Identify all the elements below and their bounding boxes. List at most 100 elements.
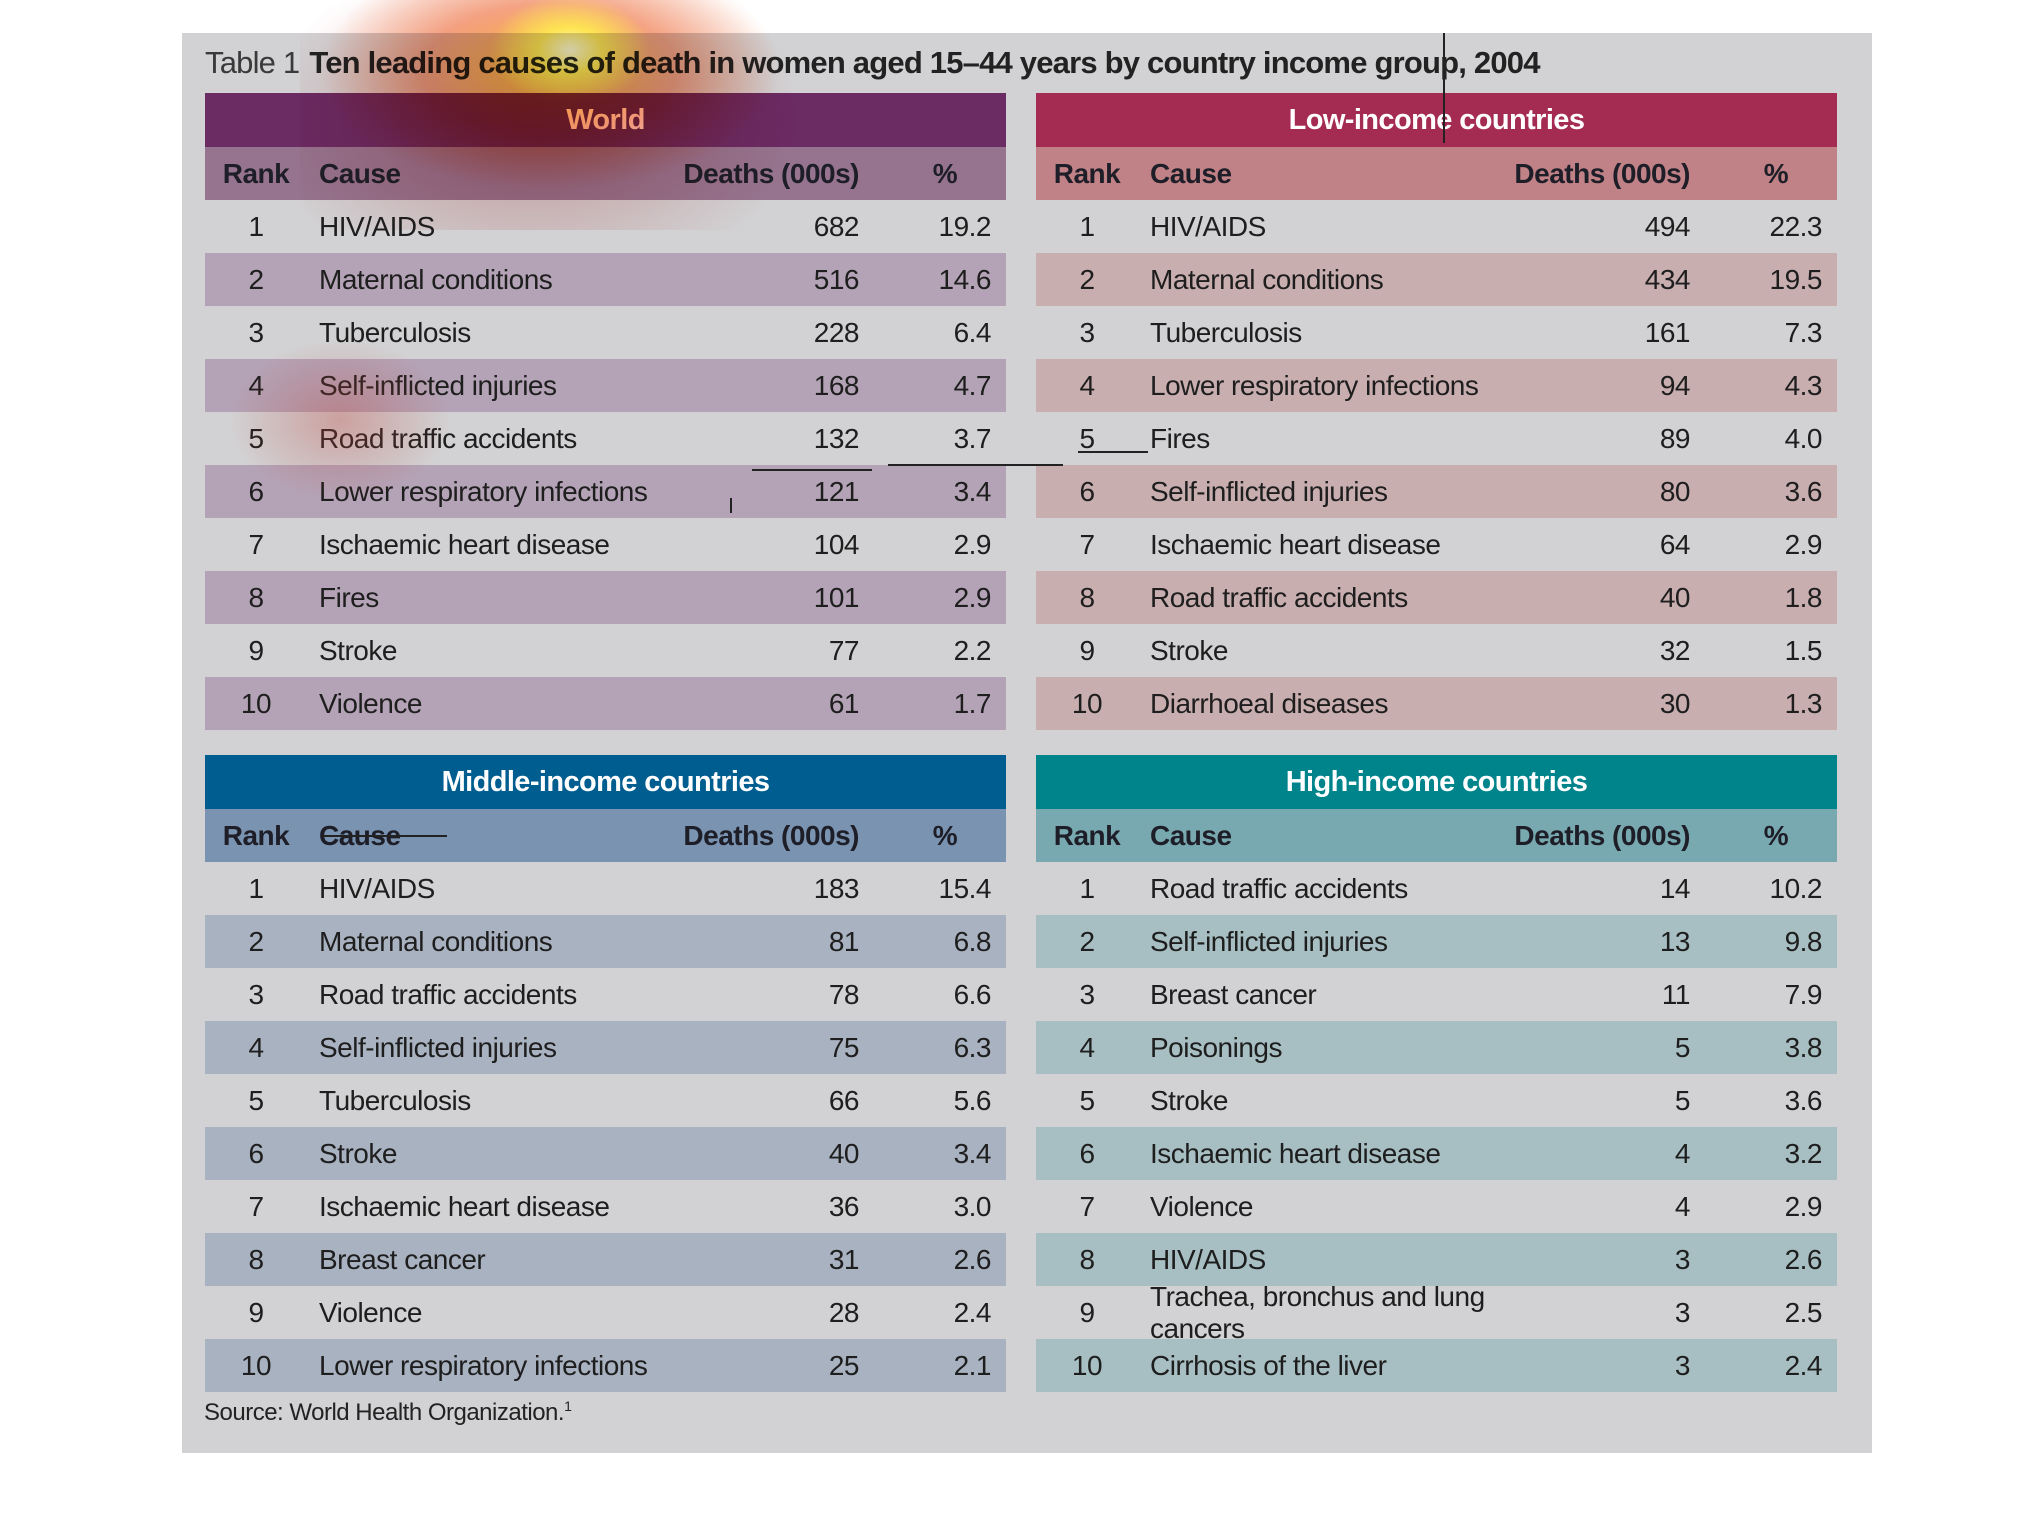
rank-cell: 5 bbox=[248, 422, 264, 454]
rank-cell: 4 bbox=[1079, 369, 1095, 401]
table-row: 1 HIV/AIDS 183 15.4 bbox=[205, 862, 1006, 915]
deaths-cell: 101 bbox=[813, 581, 860, 613]
cause-cell: Ischaemic heart disease bbox=[1150, 528, 1441, 560]
deaths-header: Deaths (000s) bbox=[683, 819, 859, 851]
deaths-cell: 36 bbox=[828, 1190, 860, 1222]
rank-cell: 7 bbox=[1079, 1190, 1095, 1222]
cause-cell: Self-inflicted injuries bbox=[1150, 925, 1388, 957]
rank-header: Rank bbox=[1053, 819, 1121, 851]
percent-cell: 15.4 bbox=[938, 872, 992, 904]
percent-cell: 2.9 bbox=[953, 581, 992, 613]
table-row: 5 Tuberculosis 66 5.6 bbox=[205, 1074, 1006, 1127]
table-caption: Ten leading causes of death in women age… bbox=[309, 45, 1540, 80]
column-header-row: Rank Cause Deaths (000s)% bbox=[205, 147, 1006, 200]
percent-cell: 1.7 bbox=[953, 687, 992, 719]
table-row: 1 HIV/AIDS 682 19.2 bbox=[205, 200, 1006, 253]
percent-cell: 3.7 bbox=[953, 422, 992, 454]
rank-cell: 8 bbox=[248, 581, 264, 613]
source-footnote: 1 bbox=[564, 1398, 572, 1414]
table-row: 6 Lower respiratory infections 121 3.4 bbox=[205, 465, 1006, 518]
deaths-cell: 40 bbox=[828, 1137, 860, 1169]
percent-cell: 3.8 bbox=[1784, 1031, 1823, 1063]
annotation-line bbox=[322, 835, 447, 837]
rank-cell: 9 bbox=[1079, 634, 1095, 666]
low-income-table: Low-income countries Rank Cause Deaths (000… bbox=[1036, 93, 1837, 730]
percent-cell: 1.5 bbox=[1784, 634, 1823, 666]
rank-cell: 9 bbox=[248, 1296, 264, 1328]
table-row: 1 HIV/AIDS 494 22.3 bbox=[1036, 200, 1837, 253]
rank-cell: 6 bbox=[248, 1137, 264, 1169]
percent-cell: 2.4 bbox=[1784, 1349, 1823, 1381]
percent-header: % bbox=[1763, 819, 1789, 851]
table-row: 2 Maternal conditions 516 14.6 bbox=[205, 253, 1006, 306]
deaths-cell: 168 bbox=[813, 369, 860, 401]
rank-cell: 1 bbox=[1079, 210, 1095, 242]
cause-cell: Violence bbox=[1150, 1190, 1253, 1222]
cause-cell: Road traffic accidents bbox=[1150, 581, 1408, 613]
table-row: 3 Road traffic accidents 78 6.6 bbox=[205, 968, 1006, 1021]
rank-header: Rank bbox=[222, 157, 290, 189]
deaths-cell: 64 bbox=[1659, 528, 1691, 560]
percent-cell: 6.3 bbox=[953, 1031, 992, 1063]
table-row: 9 Stroke 77 2.2 bbox=[205, 624, 1006, 677]
cause-cell: Self-inflicted injuries bbox=[319, 369, 557, 401]
table-row: 2 Maternal conditions 434 19.5 bbox=[1036, 253, 1837, 306]
deaths-cell: 40 bbox=[1659, 581, 1691, 613]
table-row: 2 Maternal conditions 81 6.8 bbox=[205, 915, 1006, 968]
cause-cell: Poisonings bbox=[1150, 1031, 1282, 1063]
cause-cell: Ischaemic heart disease bbox=[319, 528, 610, 560]
deaths-cell: 30 bbox=[1659, 687, 1691, 719]
deaths-cell: 5 bbox=[1674, 1084, 1691, 1116]
percent-cell: 2.4 bbox=[953, 1296, 992, 1328]
table-row: 1 Road traffic accidents 14 10.2 bbox=[1036, 862, 1837, 915]
rank-cell: 3 bbox=[248, 316, 264, 348]
table-row: 3 Tuberculosis 161 7.3 bbox=[1036, 306, 1837, 359]
rank-cell: 9 bbox=[1079, 1296, 1095, 1328]
percent-cell: 14.6 bbox=[938, 263, 992, 295]
table-row: 3 Breast cancer 11 7.9 bbox=[1036, 968, 1837, 1021]
deaths-cell: 228 bbox=[813, 316, 860, 348]
deaths-cell: 14 bbox=[1659, 872, 1691, 904]
rank-cell: 10 bbox=[240, 1349, 272, 1381]
cause-cell: HIV/AIDS bbox=[319, 210, 435, 242]
middle-income-table: Middle-income countries Rank Cause Deaths (… bbox=[205, 755, 1006, 1392]
percent-cell: 7.3 bbox=[1784, 316, 1823, 348]
table-row: 7 Ischaemic heart disease 36 3.0 bbox=[205, 1180, 1006, 1233]
table-row: 5 Fires 89 4.0 bbox=[1036, 412, 1837, 465]
percent-cell: 3.6 bbox=[1784, 475, 1823, 507]
percent-cell: 1.3 bbox=[1784, 687, 1823, 719]
cause-cell: Tuberculosis bbox=[319, 1084, 471, 1116]
cause-cell: Maternal conditions bbox=[1150, 263, 1384, 295]
percent-cell: 9.8 bbox=[1784, 925, 1823, 957]
table-row: 9 Trachea, bronchus and lung cancers 3 2.5 bbox=[1036, 1281, 1837, 1344]
percent-cell: 4.0 bbox=[1784, 422, 1823, 454]
deaths-cell: 104 bbox=[813, 528, 860, 560]
rank-cell: 10 bbox=[1071, 687, 1103, 719]
table-row: 8 HIV/AIDS 3 2.6 bbox=[1036, 1233, 1837, 1286]
table-row: 6 Ischaemic heart disease 4 3.2 bbox=[1036, 1127, 1837, 1180]
deaths-cell: 434 bbox=[1644, 263, 1691, 295]
deaths-cell: 3 bbox=[1674, 1296, 1691, 1328]
percent-cell: 2.9 bbox=[1784, 528, 1823, 560]
table-row: 10 Diarrhoeal diseases 30 1.3 bbox=[1036, 677, 1837, 730]
percent-cell: 3.4 bbox=[953, 1137, 992, 1169]
percent-cell: 1.8 bbox=[1784, 581, 1823, 613]
cause-cell: Self-inflicted injuries bbox=[1150, 475, 1388, 507]
table-row: 7 Ischaemic heart disease 104 2.9 bbox=[205, 518, 1006, 571]
percent-header: % bbox=[932, 819, 958, 851]
deaths-cell: 89 bbox=[1659, 422, 1691, 454]
rank-cell: 2 bbox=[1079, 263, 1095, 295]
table-row: 8 Road traffic accidents 40 1.8 bbox=[1036, 571, 1837, 624]
source-text: Source: World Health Organization. bbox=[204, 1399, 565, 1426]
percent-cell: 6.8 bbox=[953, 925, 992, 957]
cause-cell: Lower respiratory infections bbox=[319, 1349, 648, 1381]
annotation-line bbox=[1443, 33, 1445, 143]
rank-cell: 8 bbox=[1079, 581, 1095, 613]
rank-cell: 1 bbox=[1079, 872, 1095, 904]
rank-cell: 8 bbox=[1079, 1243, 1095, 1275]
cause-cell: Fires bbox=[1150, 422, 1210, 454]
table-row: 3 Tuberculosis 228 6.4 bbox=[205, 306, 1006, 359]
column-header-row: Rank Cause Deaths (000s)% bbox=[1036, 147, 1837, 200]
percent-cell: 2.1 bbox=[953, 1349, 992, 1381]
rank-cell: 4 bbox=[248, 369, 264, 401]
